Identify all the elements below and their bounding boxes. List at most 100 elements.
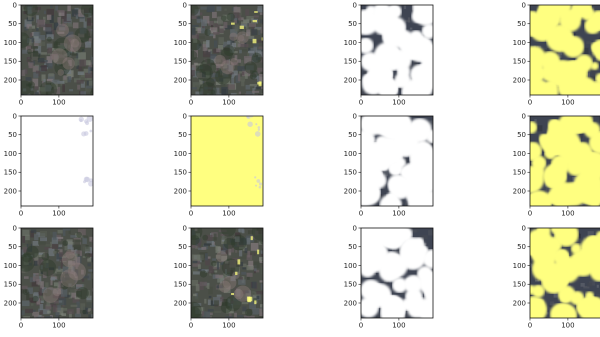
y-tick-label: 50	[8, 20, 17, 28]
y-tick-label: 200	[513, 299, 526, 307]
y-tick-label: 150	[4, 169, 17, 177]
y-tick-label: 100	[4, 262, 17, 270]
y-tick-label: 100	[4, 39, 17, 47]
y-tick-label: 200	[4, 76, 17, 84]
y-tick-label: 150	[174, 58, 187, 66]
x-tick-label: 0	[528, 210, 532, 218]
panel-image	[361, 116, 433, 206]
x-tick-label: 0	[19, 210, 23, 218]
y-tick-label: 200	[4, 299, 17, 307]
x-tick-label: 100	[52, 99, 65, 107]
y-tick-label: 50	[517, 243, 526, 251]
panels: 0 50 100 150 200 0 100 0 50 100 150 200 0 100 0 50 100 15…	[4, 1, 600, 330]
axes-frame	[529, 4, 600, 96]
x-tick-label: 100	[52, 210, 65, 218]
y-tick-label: 100	[513, 262, 526, 270]
axes-frame	[190, 227, 264, 319]
axes-frame	[360, 4, 434, 96]
x-tick-label: 100	[52, 322, 65, 330]
x-tick-label: 100	[222, 210, 235, 218]
y-tick-label: 50	[348, 243, 357, 251]
axes-frame	[20, 227, 94, 319]
y-tick-label: 150	[344, 169, 357, 177]
x-tick-label: 0	[359, 322, 363, 330]
x-tick-label: 0	[528, 99, 532, 107]
y-tick-label: 150	[4, 58, 17, 66]
y-tick-label: 100	[513, 39, 526, 47]
y-tick-label: 200	[174, 76, 187, 84]
x-tick-label: 0	[19, 99, 23, 107]
y-tick-label: 0	[13, 112, 17, 120]
x-tick-label: 100	[222, 99, 235, 107]
y-tick-label: 0	[13, 224, 17, 232]
axes-frame	[360, 227, 434, 319]
y-tick-label: 150	[174, 169, 187, 177]
panel-r0-c1: 0 50 100 150 200 0 100	[174, 1, 264, 107]
panel-image	[530, 5, 600, 95]
y-tick-label: 0	[353, 224, 357, 232]
y-tick-label: 0	[183, 112, 187, 120]
y-tick-label: 150	[344, 58, 357, 66]
y-tick-label: 50	[178, 131, 187, 139]
panel-r0-c3: 0 50 100 150 200 0 100	[513, 1, 600, 107]
panel-r2-c1: 0 50 100 150 200 0 100	[174, 224, 264, 330]
y-tick-label: 50	[178, 243, 187, 251]
y-tick-label: 100	[174, 262, 187, 270]
y-tick-label: 200	[513, 187, 526, 195]
x-tick-label: 100	[561, 322, 574, 330]
y-tick-label: 150	[174, 281, 187, 289]
y-tick-label: 150	[344, 281, 357, 289]
x-tick-label: 0	[189, 322, 193, 330]
y-tick-label: 50	[517, 131, 526, 139]
panel-image	[530, 116, 600, 206]
y-tick-label: 50	[8, 243, 17, 251]
x-tick-label: 100	[392, 99, 405, 107]
panel-r1-c1: 0 50 100 150 200 0 100	[174, 112, 264, 218]
y-tick-label: 200	[344, 187, 357, 195]
panel-r1-c0: 0 50 100 150 200 0 100	[4, 112, 94, 218]
axes-frame	[20, 4, 94, 96]
y-tick-label: 0	[183, 224, 187, 232]
panel-image	[21, 5, 93, 95]
y-tick-label: 200	[174, 187, 187, 195]
y-tick-label: 50	[517, 20, 526, 28]
axes-frame	[190, 4, 264, 96]
axes-frame	[529, 227, 600, 319]
x-tick-label: 100	[561, 210, 574, 218]
y-tick-label: 200	[513, 76, 526, 84]
panel-r2-c2: 0 50 100 150 200 0 100	[344, 224, 434, 330]
y-tick-label: 200	[344, 299, 357, 307]
x-tick-label: 0	[189, 99, 193, 107]
panel-image	[530, 228, 600, 318]
x-tick-label: 100	[392, 210, 405, 218]
y-tick-label: 0	[13, 1, 17, 9]
x-tick-label: 0	[19, 322, 23, 330]
panel-r1-c2: 0 50 100 150 200 0 100	[344, 112, 434, 218]
y-tick-label: 100	[344, 262, 357, 270]
x-tick-label: 0	[359, 99, 363, 107]
x-tick-label: 100	[561, 99, 574, 107]
panel-r1-c3: 0 50 100 150 200 0 100	[513, 112, 600, 218]
y-tick-label: 100	[344, 39, 357, 47]
y-tick-label: 50	[8, 131, 17, 139]
axes-frame	[360, 115, 434, 207]
panel-image	[21, 116, 93, 206]
y-tick-label: 50	[348, 20, 357, 28]
axes-frame	[20, 115, 94, 207]
y-tick-label: 100	[174, 150, 187, 158]
y-tick-label: 0	[522, 112, 526, 120]
panel-image	[361, 5, 433, 95]
y-tick-label: 100	[513, 150, 526, 158]
panel-r0-c0: 0 50 100 150 200 0 100	[4, 1, 94, 107]
axes-frame	[529, 115, 600, 207]
panel-image	[191, 228, 263, 318]
y-tick-label: 150	[513, 169, 526, 177]
y-tick-label: 50	[348, 131, 357, 139]
y-tick-label: 100	[344, 150, 357, 158]
y-tick-label: 0	[183, 1, 187, 9]
panel-r0-c2: 0 50 100 150 200 0 100	[344, 1, 434, 107]
panel-image	[361, 228, 433, 318]
y-tick-label: 0	[522, 1, 526, 9]
y-tick-label: 0	[522, 224, 526, 232]
